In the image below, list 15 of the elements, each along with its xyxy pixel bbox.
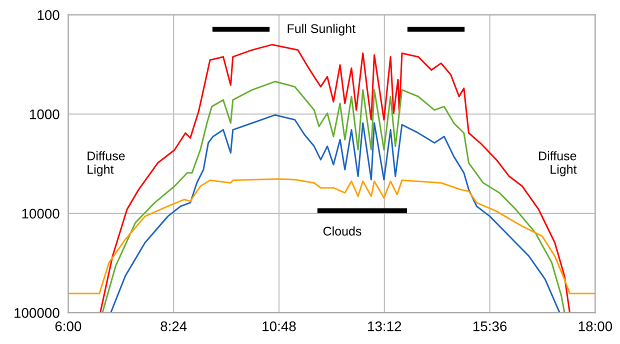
annotation: Clouds [323,226,362,236]
y-tick-label: 1000 [30,109,60,120]
x-tick-label: 8:24 [160,321,187,332]
y-tick-label: 10000 [22,208,60,219]
x-tick-label: 6:00 [55,321,82,332]
annotation: Full Sunlight [288,24,356,36]
line-series [68,178,596,294]
y-tick-label: 100 [38,10,60,20]
x-tick-label: 10:48 [262,321,296,332]
x-tick-label: 18:00 [578,321,612,332]
annotation: Diffuse Light [539,151,577,176]
annotation: Diffuse Light [88,151,125,176]
x-tick-label: 15:36 [473,321,507,332]
x-tick-label: 13:12 [368,321,402,332]
y-tick-label: 100000 [14,308,60,318]
